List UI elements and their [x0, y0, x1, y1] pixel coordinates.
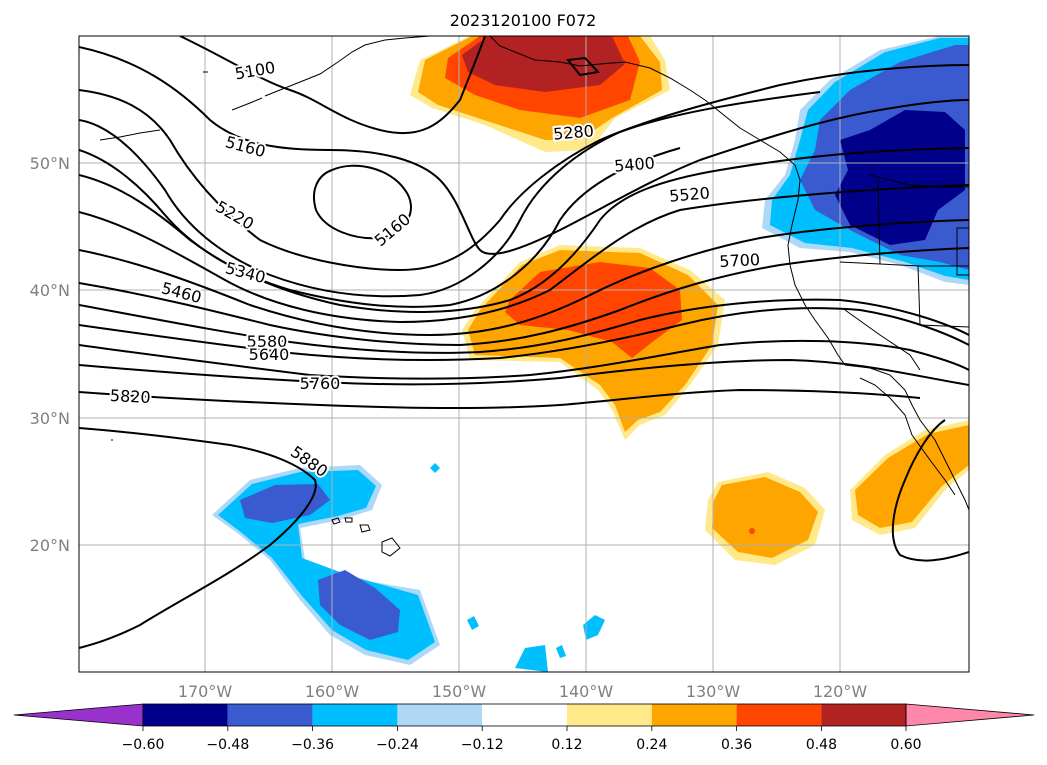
- colorbar-swatch: [227, 704, 313, 726]
- lon-label: 170°W: [178, 682, 233, 701]
- contour-label: 5640: [249, 345, 290, 364]
- colorbar-tick-label: 0.12: [551, 737, 582, 753]
- colorbar-tick-label: 0.24: [636, 737, 667, 753]
- lat-label: 30°N: [30, 409, 70, 428]
- height-contours: [79, 36, 969, 649]
- colorbar-extend-high: [905, 703, 1035, 727]
- colorbar: −0.60 −0.48 −0.36 −0.24 −0.12 0.12 0.24 …: [13, 703, 1035, 753]
- colorbar-tick-label: 0.60: [890, 737, 921, 753]
- lon-label: 140°W: [559, 682, 614, 701]
- colorbar-swatch: [312, 704, 398, 726]
- anomaly-hawaii-region: [212, 463, 605, 672]
- lat-label: 40°N: [30, 281, 70, 300]
- contour-labels: 5100 5160 5220 5280 5340 5400 5460 5520 …: [107, 56, 762, 483]
- lon-label: 150°W: [432, 682, 487, 701]
- lon-label: 130°W: [686, 682, 741, 701]
- contour-label: 5580: [247, 332, 288, 351]
- contour-label: 5760: [300, 374, 341, 393]
- colorbar-swatch: [143, 704, 228, 726]
- colorbar-frame: [142, 703, 907, 727]
- lon-label: 120°W: [813, 682, 868, 701]
- colorbar-swatch: [567, 704, 652, 726]
- contour-label: 5400: [613, 153, 655, 175]
- lon-label: 160°W: [305, 682, 360, 701]
- colorbar-ticks: [142, 726, 907, 731]
- colorbar-tick-label: −0.36: [291, 737, 334, 753]
- colorbar-tick-label: −0.12: [461, 737, 504, 753]
- longitude-labels: 170°W 160°W 150°W 140°W 130°W 120°W: [178, 682, 868, 701]
- map-title: 2023120100 F072: [450, 11, 597, 30]
- colorbar-swatch: [482, 704, 567, 726]
- colorbar-tick-label: −0.24: [376, 737, 419, 753]
- colorbar-tick-labels: −0.60 −0.48 −0.36 −0.24 −0.12 0.12 0.24 …: [122, 737, 922, 753]
- lat-label: 50°N: [30, 154, 70, 173]
- anomaly-subtropical-east: [705, 472, 825, 565]
- colorbar-swatch: [397, 704, 483, 726]
- anomaly-gulf-of-alaska: [410, 36, 670, 152]
- colorbar-swatch: [736, 704, 822, 726]
- latitude-labels: 50°N 40°N 30°N 20°N: [30, 154, 70, 555]
- colorbar-tick-label: 0.48: [806, 737, 837, 753]
- contour-label: 5700: [719, 250, 761, 271]
- gridlines: [79, 36, 969, 672]
- map-area: 5100 5160 5220 5280 5340 5400 5460 5520 …: [79, 36, 969, 672]
- contour-label: 5280: [552, 121, 594, 143]
- colorbar-tick-label: 0.36: [721, 737, 752, 753]
- map-border: [78, 35, 970, 673]
- contour-label: 5520: [668, 183, 710, 205]
- contour-label: 5820: [109, 386, 151, 407]
- coastlines: [99, 36, 969, 557]
- lat-label: 20°N: [30, 536, 70, 555]
- colorbar-tick-label: −0.60: [122, 737, 165, 753]
- colorbar-tick-label: −0.48: [206, 737, 249, 753]
- colorbar-swatch: [821, 704, 907, 726]
- colorbar-extend-low: [13, 703, 144, 727]
- colorbar-swatch: [651, 704, 737, 726]
